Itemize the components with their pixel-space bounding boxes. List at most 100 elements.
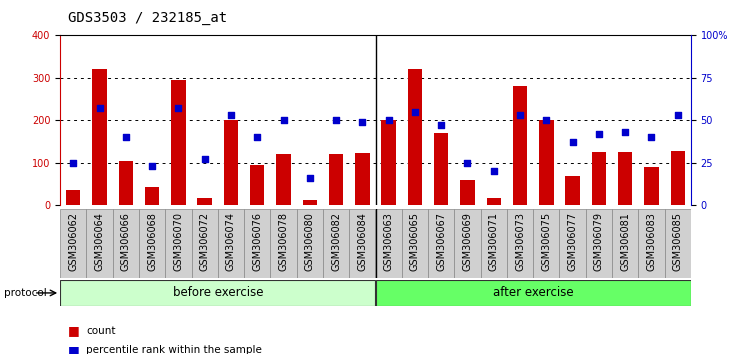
Bar [218, 209, 244, 278]
Bar [329, 154, 343, 205]
Bar [60, 280, 376, 306]
Bar [402, 209, 428, 278]
Text: GSM306070: GSM306070 [173, 212, 183, 271]
Bar [244, 209, 270, 278]
Bar [454, 209, 481, 278]
Point [120, 135, 132, 140]
Bar [276, 154, 291, 205]
Text: GSM306062: GSM306062 [68, 212, 78, 271]
Bar [644, 167, 659, 205]
Text: GSM306063: GSM306063 [384, 212, 394, 271]
Text: GSM306068: GSM306068 [147, 212, 157, 271]
Bar [145, 188, 159, 205]
Text: count: count [86, 326, 116, 336]
Point [225, 113, 237, 118]
Bar [638, 209, 665, 278]
Text: GSM306072: GSM306072 [200, 212, 210, 272]
Point [356, 119, 368, 125]
Text: GSM306071: GSM306071 [489, 212, 499, 271]
Point [619, 130, 631, 135]
Bar [198, 198, 212, 205]
Point [303, 175, 315, 181]
Bar [349, 209, 376, 278]
Text: GSM306085: GSM306085 [673, 212, 683, 271]
Text: after exercise: after exercise [493, 286, 574, 299]
Bar [559, 209, 586, 278]
Bar [507, 209, 533, 278]
Text: GSM306073: GSM306073 [515, 212, 525, 271]
Bar [139, 209, 165, 278]
Point [68, 160, 80, 166]
Text: GSM306065: GSM306065 [410, 212, 420, 271]
Text: GDS3503 / 232185_at: GDS3503 / 232185_at [68, 11, 227, 25]
Text: GSM306066: GSM306066 [121, 212, 131, 271]
Text: GSM306083: GSM306083 [647, 212, 656, 271]
Point [514, 113, 526, 118]
Bar [618, 152, 632, 205]
Bar [113, 209, 139, 278]
Point [409, 109, 421, 115]
Bar [513, 86, 527, 205]
Point [146, 164, 158, 169]
Bar [382, 120, 396, 205]
Bar [92, 69, 107, 205]
Text: GSM306076: GSM306076 [252, 212, 262, 271]
Bar [66, 190, 80, 205]
Bar [408, 69, 422, 205]
Bar [303, 200, 317, 205]
Bar [566, 176, 580, 205]
Bar [270, 209, 297, 278]
Text: GSM306067: GSM306067 [436, 212, 446, 271]
Point [541, 118, 553, 123]
Text: GSM306084: GSM306084 [357, 212, 367, 271]
Point [593, 131, 605, 137]
Bar [323, 209, 349, 278]
Text: GSM306081: GSM306081 [620, 212, 630, 271]
Text: percentile rank within the sample: percentile rank within the sample [86, 346, 262, 354]
Bar [171, 80, 185, 205]
Bar [460, 180, 475, 205]
Bar [586, 209, 612, 278]
Text: ■: ■ [68, 344, 80, 354]
Bar [250, 165, 264, 205]
Text: GSM306078: GSM306078 [279, 212, 288, 271]
Point [461, 160, 473, 166]
Point [566, 139, 578, 145]
Bar [533, 209, 559, 278]
Bar [592, 152, 606, 205]
Point [277, 118, 289, 123]
Point [645, 135, 658, 140]
Bar [86, 209, 113, 278]
Text: GSM306082: GSM306082 [331, 212, 341, 271]
Text: ■: ■ [68, 325, 80, 337]
Bar [355, 154, 369, 205]
Bar [487, 198, 501, 205]
Bar [376, 280, 691, 306]
Bar [428, 209, 454, 278]
Text: GSM306069: GSM306069 [463, 212, 472, 271]
Bar [671, 151, 685, 205]
Text: before exercise: before exercise [173, 286, 263, 299]
Point [382, 118, 395, 123]
Point [198, 156, 210, 162]
Bar [192, 209, 218, 278]
Point [172, 105, 185, 111]
Text: GSM306079: GSM306079 [594, 212, 604, 271]
Point [671, 113, 683, 118]
Bar [539, 120, 553, 205]
Point [93, 105, 105, 111]
Text: GSM306064: GSM306064 [95, 212, 104, 271]
Text: protocol: protocol [4, 288, 47, 298]
Point [436, 122, 448, 128]
Bar [665, 209, 691, 278]
Text: GSM306074: GSM306074 [226, 212, 236, 271]
Bar [612, 209, 638, 278]
Bar [165, 209, 192, 278]
Bar [224, 120, 238, 205]
Text: GSM306075: GSM306075 [541, 212, 551, 272]
Point [330, 118, 342, 123]
Bar [434, 133, 448, 205]
Bar [60, 209, 86, 278]
Bar [297, 209, 323, 278]
Point [488, 169, 500, 174]
